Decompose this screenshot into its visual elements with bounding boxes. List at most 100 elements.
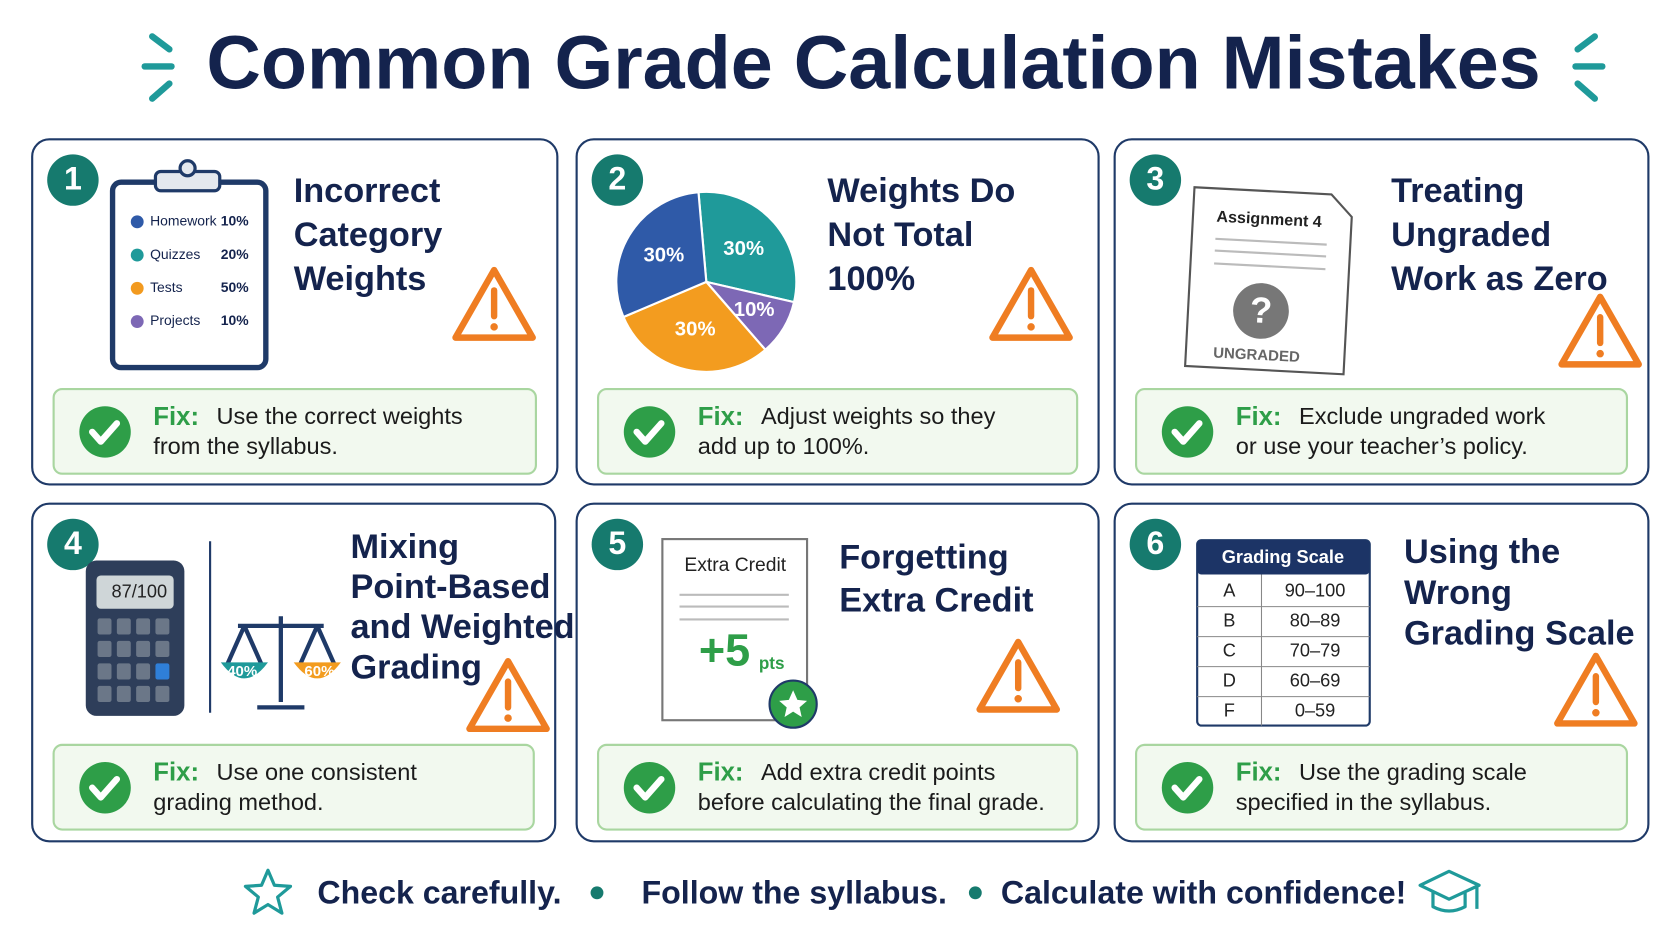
card-title-line: Point-Based [350,568,550,606]
fix-box [1135,743,1629,831]
calculator-key [136,618,151,635]
card-title-line: Wrong [1404,574,1512,612]
calculator-key [97,663,112,680]
calculator-key [116,663,131,680]
check-mark [633,420,665,445]
grade-range: 60–69 [1290,670,1341,690]
fix-label: Fix: [698,759,744,787]
grade-letter: D [1223,670,1236,690]
check-mark [1171,420,1203,445]
footer-dot [590,886,604,900]
clip-hole [178,159,197,178]
pie-slice [622,280,767,373]
grade-letter: F [1224,700,1235,720]
footer-text: Check carefully. [317,874,561,910]
card-title-line: Mixing [350,528,459,566]
fix-text: or use your teacher’s policy. [1236,433,1528,459]
pie-label: 30% [723,238,764,260]
card-title-line: Grading [350,648,481,686]
item-name: Homework [150,213,217,229]
extra-credit-amount: +5 [699,625,750,676]
card-title-line: Ungraded [1391,216,1551,254]
scale-pan-right [293,662,341,679]
paper-sheet [1183,186,1353,376]
check-mark [88,775,121,801]
star [779,690,808,718]
card-title-line: Forgetting [839,539,1008,577]
graduation-cap [1418,869,1481,913]
calculator-key [116,640,131,657]
footer-star [243,868,293,915]
grade-range: 90–100 [1285,580,1346,600]
footer-dot [968,886,982,900]
check-mark [633,775,665,801]
assignment-paper: Assignment 4? UNGRADED [1183,186,1353,376]
fix-text: from the syllabus. [153,433,338,459]
calculator-key [136,663,151,680]
fix-text: Add extra credit points [761,759,995,785]
card-number: 2 [608,161,626,197]
calculator-key [97,685,112,702]
grade-letter: B [1223,610,1235,630]
fix-text: Use the grading scale [1299,759,1527,785]
legend-dot [130,248,144,262]
legend-dot [130,315,144,328]
number-badge [47,154,99,206]
card-title-line: 100% [827,260,915,298]
card-title-line: Treating [1391,172,1524,210]
extra-credit-title: Extra Credit [684,555,786,576]
card-number: 1 [64,161,82,197]
item-pct: 50% [221,279,249,295]
card-title-line: Work as Zero [1391,260,1608,298]
calculator-key [155,640,170,657]
number-badge [1129,518,1182,571]
grade-letter: C [1223,640,1236,660]
calculator-key [155,663,170,680]
fix-text: add up to 100%. [698,433,870,459]
calculator-key [97,618,112,635]
calculator-key [97,640,112,657]
scale-table-header [1197,540,1370,575]
clipboard [109,179,269,371]
card-number: 6 [1146,525,1164,561]
calculator-key [116,685,131,702]
check-mark [1171,775,1203,801]
number-badge [591,154,644,206]
number-badge [47,518,99,571]
grade-range: 70–79 [1290,640,1341,660]
card-title-line: Incorrect [294,172,441,210]
paper-line [1214,262,1326,271]
fix-text: Use one consistent [217,759,418,785]
fix-box [52,387,537,475]
scale-pan-left [220,662,268,679]
legend-dot [130,215,144,229]
card-number: 4 [64,525,82,561]
page-title: Common Grade Calculation Mistakes [206,20,1540,104]
fix-label: Fix: [153,403,199,431]
check-mark [88,420,121,445]
fix-text: Adjust weights so they [761,403,996,429]
card-title-line: Not Total [827,216,973,254]
number-badge [1129,154,1182,206]
calculator-key [155,618,170,635]
warning-dot [1014,695,1022,703]
warning-dot [1027,323,1035,331]
item-name: Quizzes [150,246,200,262]
fix-box [52,743,535,831]
number-badge [591,518,644,571]
card-number: 3 [1146,161,1164,197]
pie-slice [697,190,798,304]
item-pct: 10% [221,312,249,328]
fix-box [1135,387,1629,475]
grade-range: 0–59 [1295,700,1336,720]
paper-line [1215,237,1327,246]
pie-label: 30% [644,245,685,267]
pie-label: 10% [734,299,775,321]
card-title-line: Extra Credit [839,581,1033,619]
card-title-line: Category [294,216,443,254]
ungraded-stamp: UNGRADED [1213,344,1301,366]
calculator-key [155,685,170,702]
calculator-screen [96,575,174,609]
fix-text: before calculating the final grade. [698,789,1045,815]
